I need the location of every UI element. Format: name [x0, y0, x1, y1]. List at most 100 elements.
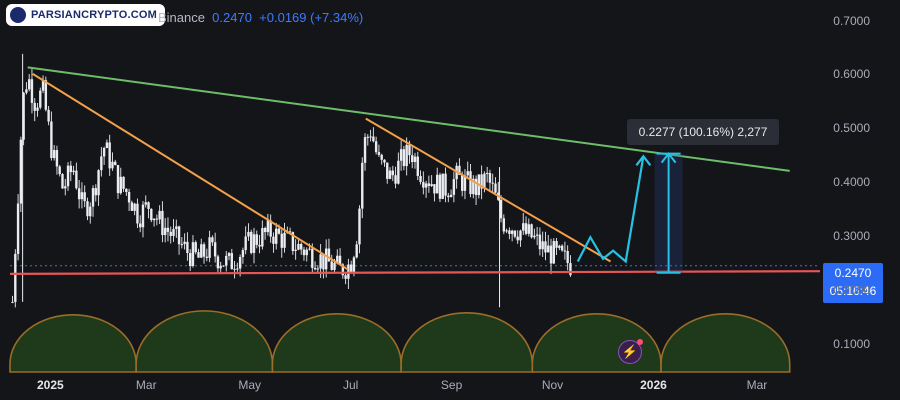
candle-body	[77, 188, 81, 200]
candle-body	[80, 192, 84, 200]
candle-body	[111, 161, 114, 169]
candle-body	[52, 150, 56, 158]
candle-body	[100, 156, 103, 171]
candle-body	[399, 149, 403, 161]
candle-body	[22, 92, 25, 140]
candle-body	[169, 231, 172, 236]
candle-body	[155, 218, 159, 220]
x-tick-label: 2026	[640, 378, 667, 392]
candle-body	[186, 241, 189, 254]
candle-body	[130, 202, 134, 211]
candle-body	[324, 248, 328, 270]
candle-body	[14, 253, 17, 302]
candle-body	[44, 80, 48, 110]
candle-body	[280, 233, 283, 248]
candle-body	[566, 251, 569, 264]
y-tick-label: 0.1000	[833, 337, 870, 352]
candle-body	[358, 208, 361, 245]
candle-body	[208, 237, 211, 258]
candle-body	[250, 231, 253, 253]
candle-body	[263, 228, 267, 233]
candle-body	[472, 178, 475, 195]
candle-body	[194, 242, 197, 253]
candle-body	[105, 142, 109, 149]
measure-arrowhead	[660, 152, 677, 164]
candle-body	[299, 243, 303, 250]
candle-body	[424, 183, 428, 188]
logo-icon	[10, 7, 26, 23]
candle-body	[519, 230, 522, 241]
candle-body	[483, 173, 486, 189]
candle-body	[316, 268, 320, 270]
measure-annotation: 0.2277 (100.16%) 2,277	[627, 119, 779, 145]
candle-body	[433, 184, 436, 194]
x-tick-label: Sep	[440, 378, 463, 392]
candle-body	[141, 204, 145, 228]
candle-body	[55, 150, 59, 167]
y-tick-label: 0.5000	[833, 121, 870, 136]
candle-body	[402, 149, 406, 167]
candle-body	[530, 224, 533, 238]
candle-body	[538, 234, 542, 250]
candle-body	[147, 202, 150, 209]
candle-body	[374, 141, 378, 153]
candle-body	[211, 237, 214, 243]
candle-body	[64, 186, 67, 189]
candle-body	[247, 231, 250, 237]
candle-body	[255, 234, 258, 245]
descending-trendline-1	[365, 117, 612, 263]
candle-body	[233, 268, 236, 270]
candle-body	[225, 255, 228, 266]
projection-path	[576, 156, 645, 264]
candle-body	[419, 175, 422, 182]
candle-body	[227, 253, 231, 256]
candle-body	[383, 159, 386, 163]
x-tick-label: Mar	[746, 378, 768, 392]
candle-body	[19, 139, 23, 204]
candle-body	[175, 226, 178, 229]
candle-body	[150, 208, 153, 221]
candle-body	[69, 165, 73, 173]
candle-body	[61, 174, 64, 189]
candle-body	[411, 155, 414, 163]
candle-body	[363, 137, 367, 163]
x-tick-label: Nov	[541, 378, 564, 392]
candle-body	[408, 144, 411, 156]
candle-body	[349, 264, 353, 273]
candle-body	[11, 301, 14, 303]
candle-body	[188, 253, 192, 267]
candle-body	[452, 179, 456, 195]
candle-body	[460, 174, 464, 191]
candle-body	[569, 263, 572, 276]
x-tick-label: Jul	[342, 378, 359, 392]
candle-body	[499, 199, 503, 219]
candle-body	[508, 230, 511, 234]
candle-body	[449, 194, 453, 198]
candle-body	[122, 176, 125, 189]
candle-body	[416, 156, 419, 176]
candle-body	[524, 223, 528, 234]
candle-body	[16, 203, 20, 254]
lightning-icon[interactable]: ⚡	[618, 339, 643, 364]
candle-body	[510, 230, 514, 234]
y-tick-label: 0.7000	[833, 13, 870, 28]
logo-text: PARSIANCRYPTO.COM	[31, 9, 158, 21]
cycle-arc-2	[271, 313, 402, 373]
candle-body	[436, 174, 439, 194]
symbol-header: · Binance 0.2470 +0.0169 (+7.34%)	[150, 10, 363, 25]
candle-body	[144, 202, 147, 205]
candle-body	[427, 183, 431, 186]
candle-body	[47, 109, 50, 122]
candle-body	[469, 171, 472, 195]
candle-body	[191, 242, 195, 267]
candle-body	[183, 241, 186, 245]
candle-body	[139, 223, 142, 228]
candle-body	[380, 154, 383, 160]
candle-body	[172, 228, 175, 236]
candle-body	[361, 162, 364, 209]
candle-body	[327, 248, 331, 262]
candle-body	[560, 245, 564, 251]
candle-body	[366, 136, 370, 138]
candle-body	[313, 267, 317, 270]
